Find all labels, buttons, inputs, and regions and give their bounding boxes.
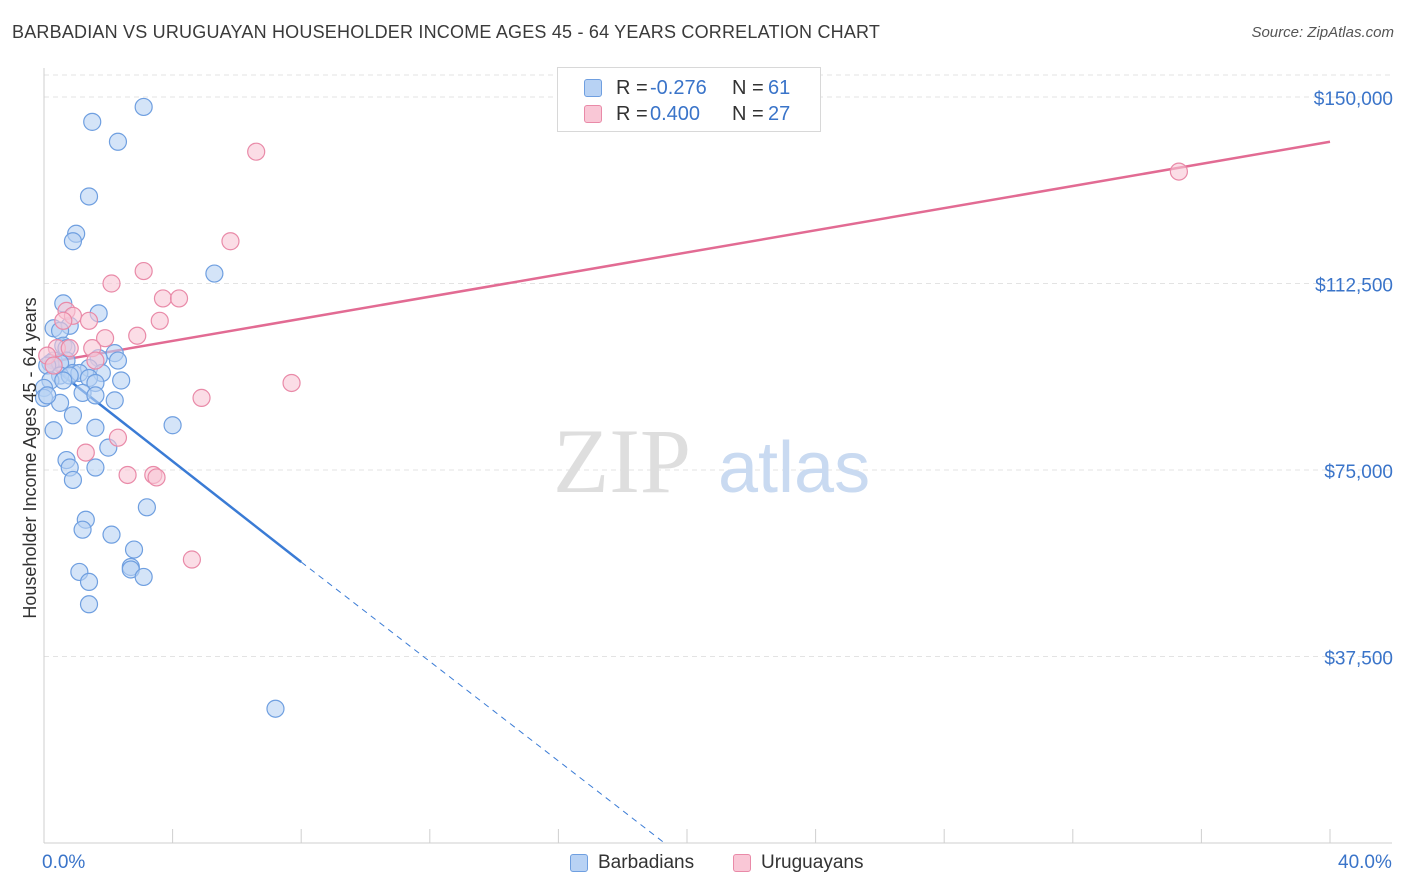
uruguayan-point xyxy=(54,311,73,330)
barbadian-point xyxy=(79,187,99,206)
y-tick-label: $75,000 xyxy=(1324,462,1393,483)
barbadian-point xyxy=(134,97,153,117)
points-layer xyxy=(34,97,1188,718)
barbadian-point xyxy=(134,567,153,587)
watermark-atlas: atlas xyxy=(718,428,870,508)
n-label: N = xyxy=(732,102,764,125)
barbadian-point xyxy=(73,520,92,539)
uruguayan-point xyxy=(1169,162,1188,181)
barbadian-point xyxy=(266,699,285,718)
y-tick-label: $37,500 xyxy=(1324,649,1393,670)
legend-item-barbadians[interactable]: Barbadians xyxy=(570,852,694,874)
legend-item-uruguayans[interactable]: Uruguayans xyxy=(733,852,863,874)
uruguayan-point xyxy=(134,261,153,281)
uruguayan-point xyxy=(108,428,128,447)
barbadian-point xyxy=(54,371,73,390)
grid-layer xyxy=(44,74,1392,657)
barbadian-point xyxy=(205,264,224,283)
x-tick-label-max: 40.0% xyxy=(1338,852,1392,873)
blue-swatch-icon xyxy=(584,79,602,97)
watermark-zip: ZIP xyxy=(553,410,691,512)
uruguayan-point xyxy=(150,311,169,330)
stats-row-barbadians: R = -0.276 N = 61 xyxy=(584,75,790,101)
x-tick-label-min: 0.0% xyxy=(42,852,86,873)
y-axis-title: Householder Income Ages 45 - 64 years xyxy=(20,297,40,618)
uruguayan-point xyxy=(153,289,173,308)
stats-row-uruguayans: R = 0.400 N = 27 xyxy=(584,101,790,127)
uruguayan-point xyxy=(118,465,137,485)
stats-legend: R = -0.276 N = 61 R = 0.400 N = 27 xyxy=(557,67,821,132)
barbadian-point xyxy=(108,132,128,151)
uruguayan-point xyxy=(247,142,266,161)
pink-swatch-icon xyxy=(584,105,602,123)
uruguayan-point xyxy=(147,468,166,487)
barbadian-point xyxy=(86,386,105,405)
uruguayan-point xyxy=(169,289,189,308)
barbadian-point xyxy=(102,525,121,544)
barbadian-point xyxy=(79,572,99,592)
r-value: 0.400 xyxy=(650,102,701,125)
barbadian-point xyxy=(38,386,57,405)
uruguayan-point xyxy=(44,356,63,375)
uruguayan-point xyxy=(76,443,95,462)
r-label: R = xyxy=(616,76,648,99)
r-label: R = xyxy=(616,102,648,125)
uruguayan-point xyxy=(192,388,211,407)
barbadian-point xyxy=(108,351,128,370)
barbadian-point xyxy=(79,595,99,614)
barbadian-point xyxy=(105,391,124,410)
barbadian-point xyxy=(63,232,83,251)
n-value: 61 xyxy=(768,76,791,99)
y-tick-label: $150,000 xyxy=(1314,89,1393,110)
barbadian-point xyxy=(163,416,182,435)
barbadian-point xyxy=(112,371,131,390)
barbadian-point xyxy=(44,421,63,440)
r-value: -0.276 xyxy=(650,76,707,99)
uruguayan-point xyxy=(182,550,201,569)
uruguayan-point xyxy=(60,339,79,358)
n-label: N = xyxy=(732,76,764,99)
barbadian-point xyxy=(124,540,144,559)
barbadian-point xyxy=(86,458,105,477)
watermark: ZIP atlas xyxy=(553,410,870,512)
uruguayan-trend-line xyxy=(43,140,1331,365)
source-label: Source: ZipAtlas.com xyxy=(1251,24,1394,41)
y-tick-label: $112,500 xyxy=(1315,276,1393,297)
barbadian-point xyxy=(83,112,102,131)
blue-swatch-icon xyxy=(570,854,588,872)
uruguayan-point xyxy=(128,326,147,345)
barbadian-trend-extension xyxy=(300,561,665,844)
barbadian-point xyxy=(137,498,156,517)
y-axis-title-layer: Householder Income Ages 45 - 64 years xyxy=(20,297,40,618)
uruguayan-point xyxy=(282,373,301,393)
legend-label: Barbadians xyxy=(598,852,695,873)
axis-layer: $37,500 $75,000 $112,500 $150,000 xyxy=(43,68,1393,844)
uruguayan-point xyxy=(79,311,99,330)
legend-label: Uruguayans xyxy=(761,852,864,873)
uruguayan-point xyxy=(102,274,121,293)
barbadian-point xyxy=(63,470,83,490)
uruguayan-point xyxy=(86,351,105,370)
pink-swatch-icon xyxy=(733,854,751,872)
barbadian-point xyxy=(86,418,105,437)
barbadian-point xyxy=(63,406,83,425)
n-value: 27 xyxy=(768,102,791,125)
chart-title: BARBADIAN VS URUGUAYAN HOUSEHOLDER INCOM… xyxy=(12,22,881,42)
uruguayan-point xyxy=(95,329,115,348)
uruguayan-point xyxy=(221,232,240,251)
